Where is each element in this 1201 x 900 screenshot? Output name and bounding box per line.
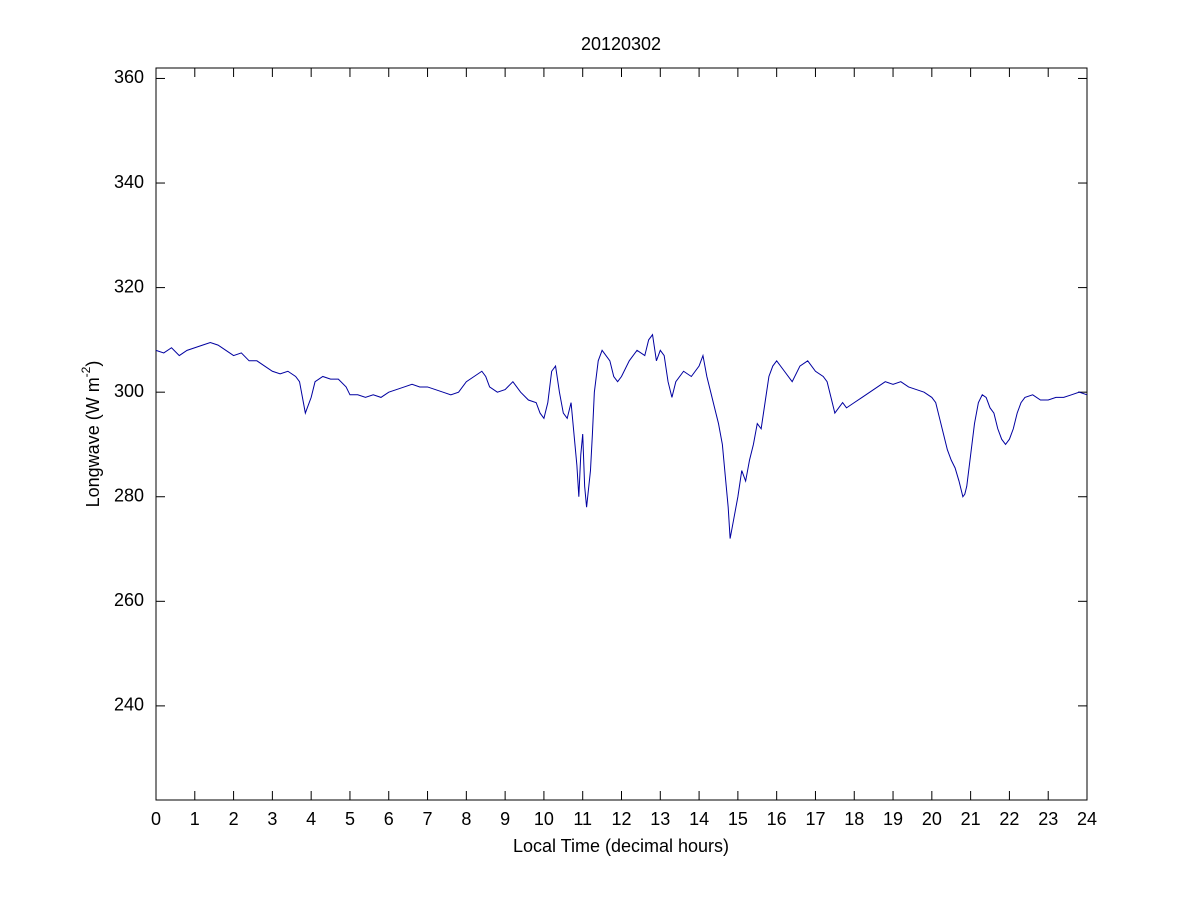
- x-tick-label: 15: [728, 809, 748, 829]
- x-tick-label: 5: [345, 809, 355, 829]
- y-tick-label: 260: [114, 590, 144, 610]
- x-tick-label: 6: [384, 809, 394, 829]
- x-tick-label: 13: [650, 809, 670, 829]
- x-tick-label: 7: [423, 809, 433, 829]
- x-tick-label: 17: [805, 809, 825, 829]
- x-tick-label: 19: [883, 809, 903, 829]
- x-tick-label: 10: [534, 809, 554, 829]
- x-tick-label: 16: [767, 809, 787, 829]
- y-axis-label-end: ): [83, 361, 103, 367]
- x-tick-label: 1: [190, 809, 200, 829]
- y-axis-label-sup: -2: [79, 366, 93, 377]
- data-line: [155, 333, 1088, 539]
- y-tick-label: 320: [114, 276, 144, 296]
- x-tick-label: 21: [961, 809, 981, 829]
- y-tick-label: 280: [114, 485, 144, 505]
- y-tick-label: 360: [114, 67, 144, 87]
- x-tick-label: 2: [229, 809, 239, 829]
- x-tick-label: 12: [611, 809, 631, 829]
- x-tick-label: 24: [1077, 809, 1097, 829]
- x-tick-label: 14: [689, 809, 709, 829]
- y-tick-label: 340: [114, 172, 144, 192]
- x-tick-label: 18: [844, 809, 864, 829]
- y-axis-label: Longwave (W m-2): [79, 361, 103, 508]
- x-tick-label: 11: [573, 809, 592, 829]
- x-axis-label: Local Time (decimal hours): [513, 836, 729, 856]
- x-tick-label: 3: [267, 809, 277, 829]
- y-tick-label: 240: [114, 695, 144, 715]
- chart-title: 20120302: [581, 34, 661, 54]
- x-tick-label: 0: [151, 809, 161, 829]
- x-tick-label: 23: [1038, 809, 1058, 829]
- y-tick-label: 300: [114, 381, 144, 401]
- x-tick-label: 9: [500, 809, 510, 829]
- x-tick-label: 22: [999, 809, 1019, 829]
- x-tick-label: 4: [306, 809, 316, 829]
- x-tick-label: 20: [922, 809, 942, 829]
- y-axis-label-text: Longwave (W m: [83, 377, 103, 507]
- x-tick-label: 8: [461, 809, 471, 829]
